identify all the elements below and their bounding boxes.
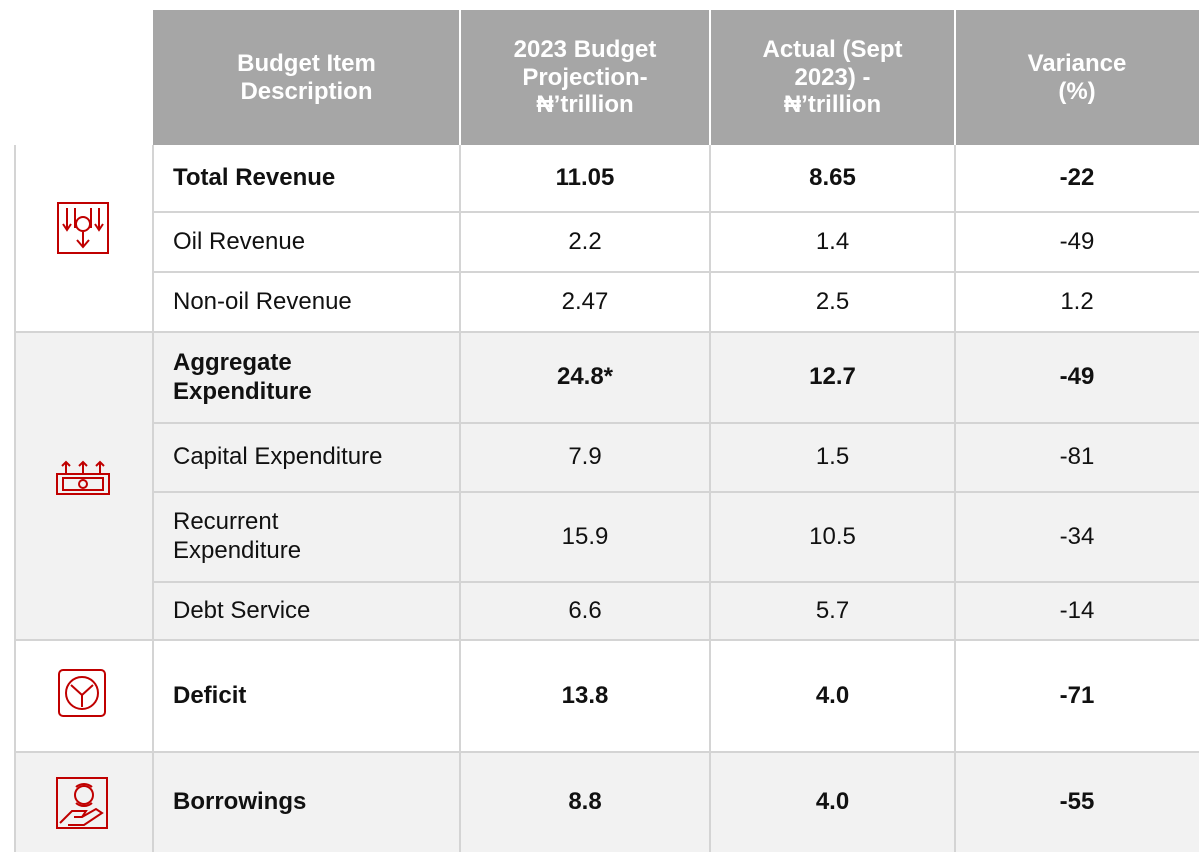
value-cell: -49 (1059, 227, 1095, 255)
value-cell: -55 (1059, 787, 1095, 815)
value-cell: 8.65 (809, 164, 856, 192)
column-divider (14, 145, 16, 852)
row-label: Non-oil Revenue (173, 287, 352, 315)
row-divider (153, 581, 1199, 583)
value-cell: 8.8 (568, 787, 602, 815)
header-divider (954, 10, 956, 145)
header-divider (459, 10, 461, 145)
group-divider (15, 331, 1199, 333)
header-cell: Variance (%) (955, 10, 1199, 145)
column-divider (459, 145, 461, 852)
value-cell: 2.2 (568, 227, 602, 255)
group-divider (15, 639, 1199, 641)
row-label: Recurrent Expenditure (173, 508, 302, 564)
group-background (15, 145, 1199, 332)
row-label: Deficit (173, 681, 247, 709)
value-cell: -49 (1059, 363, 1095, 391)
row-label: Oil Revenue (173, 227, 306, 255)
value-cell: 1.2 (1060, 287, 1094, 315)
header-cell: Budget Item Description (153, 10, 460, 145)
value-cell: -22 (1059, 164, 1095, 192)
value-cell: 15.9 (561, 522, 609, 550)
header-cell: 2023 Budget Projection- ₦’trillion (460, 10, 710, 145)
value-cell: 1.5 (815, 443, 850, 471)
header-divider (709, 10, 711, 145)
group-divider (15, 751, 1199, 753)
expenditure-icon (56, 460, 110, 495)
row-label: Borrowings (173, 787, 307, 815)
row-label: Capital Expenditure (173, 443, 383, 471)
value-cell: 10.5 (809, 522, 856, 550)
value-cell: 4.0 (815, 787, 850, 815)
value-cell: 7.9 (568, 443, 602, 471)
group-background (15, 752, 1199, 852)
value-cell: -34 (1059, 522, 1095, 550)
column-divider (954, 145, 956, 852)
value-cell: 2.5 (815, 287, 850, 315)
row-label: Total Revenue (173, 164, 336, 192)
value-cell: -14 (1059, 596, 1095, 624)
column-divider (709, 145, 711, 852)
value-cell: -81 (1059, 443, 1095, 471)
value-cell: -71 (1059, 681, 1095, 709)
revenue-icon (57, 202, 109, 254)
group-background (15, 640, 1199, 752)
value-cell: 6.6 (568, 596, 602, 624)
value-cell: 12.7 (809, 363, 856, 391)
row-divider (153, 491, 1199, 493)
value-cell: 2.47 (561, 287, 609, 315)
row-label: Debt Service (173, 596, 311, 624)
value-cell: 11.05 (555, 164, 615, 192)
value-cell: 13.8 (561, 681, 609, 709)
value-cell: 1.4 (815, 227, 850, 255)
borrowings-icon (56, 777, 108, 829)
group-background (15, 332, 1199, 640)
row-divider (153, 422, 1199, 424)
value-cell: 4.0 (815, 681, 850, 709)
header-cell: Actual (Sept 2023) - ₦’trillion (710, 10, 955, 145)
value-cell: 24.8* (556, 363, 614, 391)
column-divider (152, 145, 154, 852)
row-divider (153, 211, 1199, 213)
value-cell: 5.7 (815, 596, 850, 624)
deficit-icon (58, 669, 106, 717)
row-divider (153, 271, 1199, 273)
row-label: Aggregate Expenditure (173, 348, 312, 405)
